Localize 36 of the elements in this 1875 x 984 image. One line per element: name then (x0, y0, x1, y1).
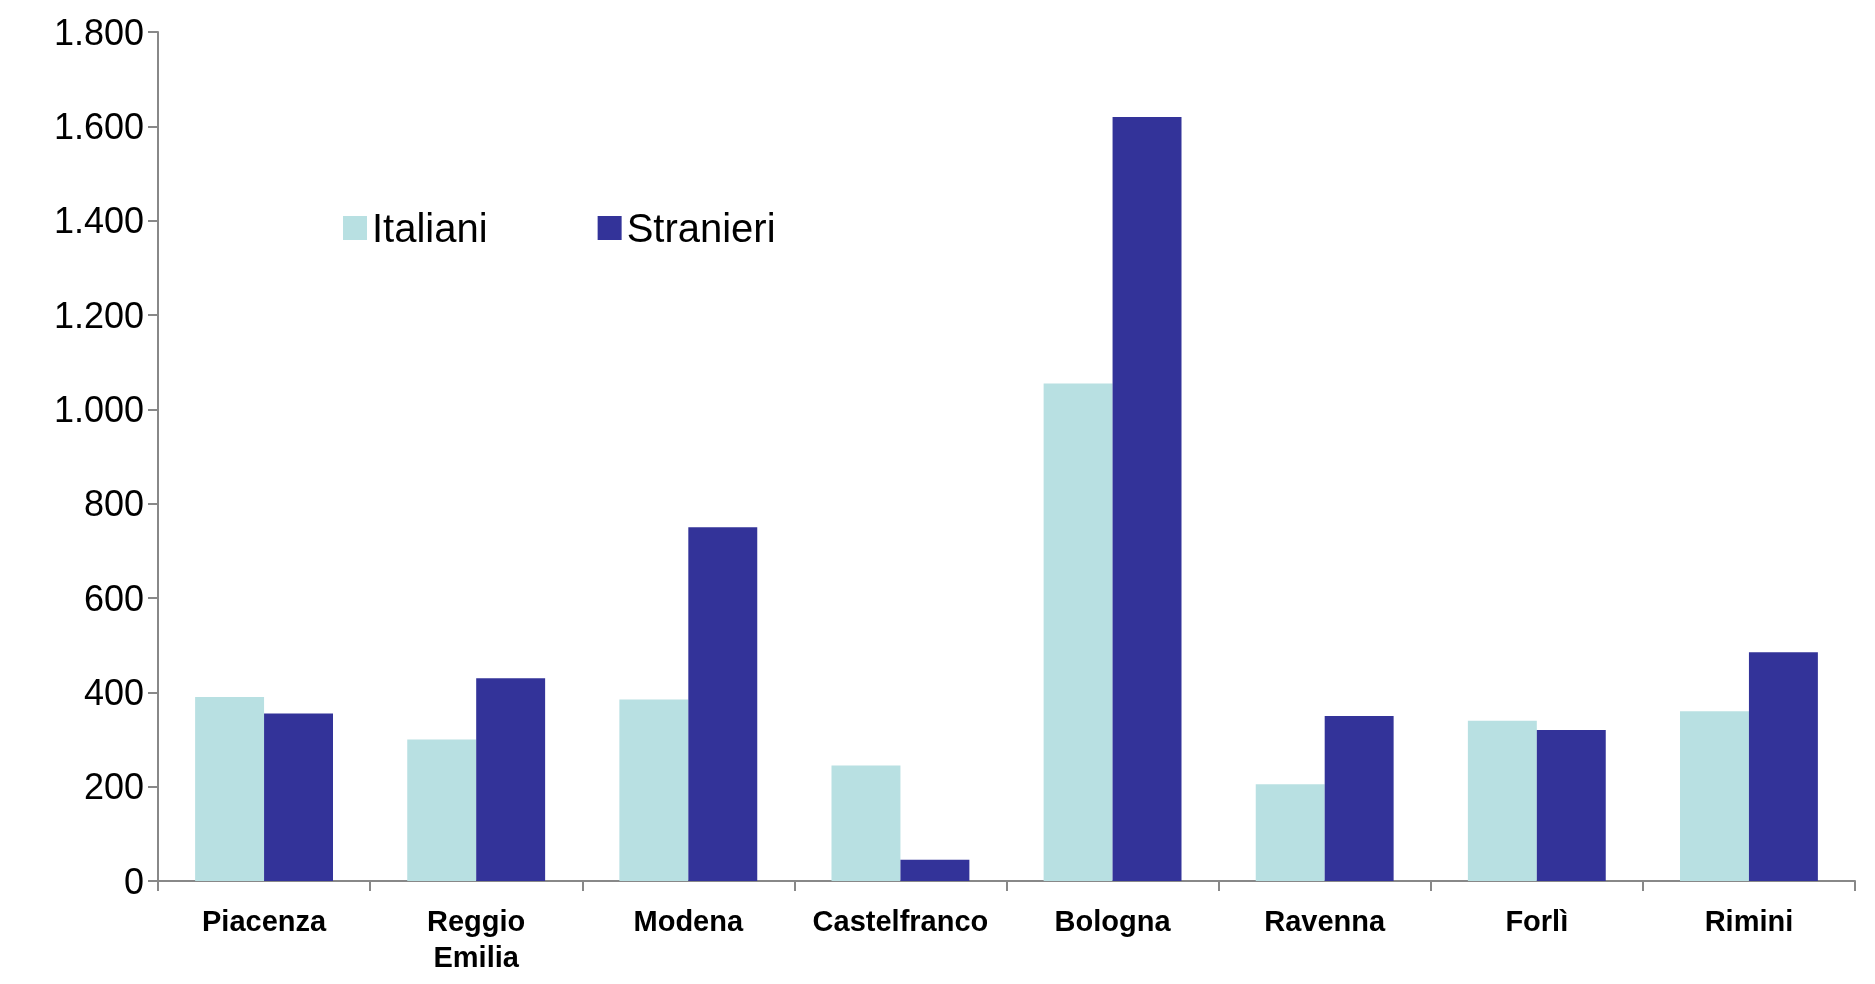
bar (407, 739, 477, 881)
legend-label: Italiani (372, 206, 488, 250)
y-tick-label: 200 (83, 766, 144, 808)
y-tick-label: 1.800 (53, 11, 144, 53)
bar (195, 697, 265, 881)
x-tick-label: Castelfranco (812, 905, 989, 937)
bar (1255, 784, 1325, 881)
y-tick-label: 400 (83, 671, 144, 713)
x-tick-label: Rimini (1704, 905, 1794, 937)
y-tick-label: 800 (83, 483, 144, 525)
bar (1536, 730, 1606, 881)
bar (1467, 720, 1537, 881)
legend-label: Stranieri (626, 206, 776, 250)
x-tick-label: Modena (633, 905, 744, 937)
bar (1324, 715, 1394, 881)
y-tick-label: 600 (83, 577, 144, 619)
bar (1043, 383, 1113, 881)
bar (688, 527, 758, 881)
bar (619, 699, 689, 881)
bar (1112, 116, 1182, 881)
y-tick-label: 0 (123, 860, 144, 902)
x-tick-label: Reggio Emilia (427, 905, 526, 973)
bar (476, 678, 546, 881)
bar (264, 713, 333, 881)
y-tick-label: 1.200 (53, 294, 144, 336)
x-tick-label: Bologna (1054, 905, 1172, 937)
bar (831, 765, 901, 881)
y-tick-label: 1.000 (53, 388, 144, 430)
bar (900, 859, 970, 881)
bar (1748, 652, 1818, 881)
y-tick-label: 1.600 (53, 105, 144, 147)
x-tick-label: Ravenna (1264, 905, 1386, 937)
x-tick-label: Forlì (1505, 905, 1569, 937)
y-tick-label: 1.400 (53, 200, 144, 242)
x-tick-label: Piacenza (201, 905, 327, 937)
bar (1680, 711, 1749, 881)
